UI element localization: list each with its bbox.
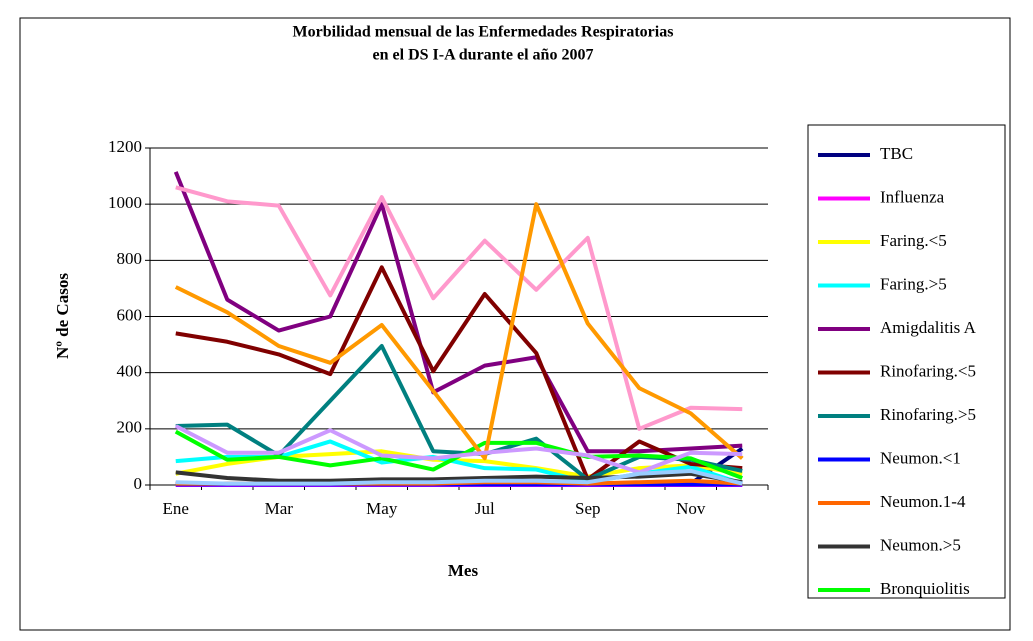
y-tick-label: 800 bbox=[117, 249, 143, 268]
legend-label: Rinofaring.<5 bbox=[880, 361, 976, 380]
legend-label: Rinofaring.>5 bbox=[880, 405, 976, 424]
series-line bbox=[175, 265, 743, 482]
y-tick-label: 0 bbox=[134, 474, 143, 493]
legend-label: Neumon.<1 bbox=[880, 448, 961, 467]
x-tick-label: Ene bbox=[163, 499, 189, 518]
y-tick-label: 1200 bbox=[108, 137, 142, 156]
series-line bbox=[175, 185, 743, 431]
legend-label: Influenza bbox=[880, 187, 945, 206]
legend-label: Faring.<5 bbox=[880, 231, 947, 250]
chart-title: en el DS I-A durante el año 2007 bbox=[373, 47, 594, 64]
chart-title: Morbilidad mensual de las Enfermedades R… bbox=[293, 24, 674, 41]
series-line bbox=[175, 468, 743, 486]
y-tick-label: 600 bbox=[117, 305, 143, 324]
legend-label: Bronquiolitis bbox=[880, 579, 970, 598]
legend-label: Faring.>5 bbox=[880, 274, 947, 293]
legend-box bbox=[807, 124, 1006, 599]
x-tick-label: Mar bbox=[265, 499, 294, 518]
legend-label: Neumon.>5 bbox=[880, 535, 961, 554]
y-tick-label: 200 bbox=[117, 418, 143, 437]
series-line bbox=[173, 171, 743, 454]
legend-label: Amigdalitis A bbox=[880, 318, 977, 337]
series-line bbox=[175, 470, 743, 485]
y-axis-label: Nº de Casos bbox=[53, 273, 72, 359]
x-tick-label: Nov bbox=[676, 499, 706, 518]
series-line bbox=[174, 202, 744, 461]
series-line bbox=[174, 424, 743, 475]
x-axis-label: Mes bbox=[448, 561, 479, 580]
y-tick-label: 1000 bbox=[108, 193, 142, 212]
legend-label: TBC bbox=[880, 144, 913, 163]
x-tick-label: Sep bbox=[575, 499, 601, 518]
legend-label: Neumon.1-4 bbox=[880, 492, 966, 511]
y-tick-label: 400 bbox=[117, 362, 143, 381]
x-tick-label: May bbox=[366, 499, 398, 518]
x-tick-label: Jul bbox=[475, 499, 495, 518]
